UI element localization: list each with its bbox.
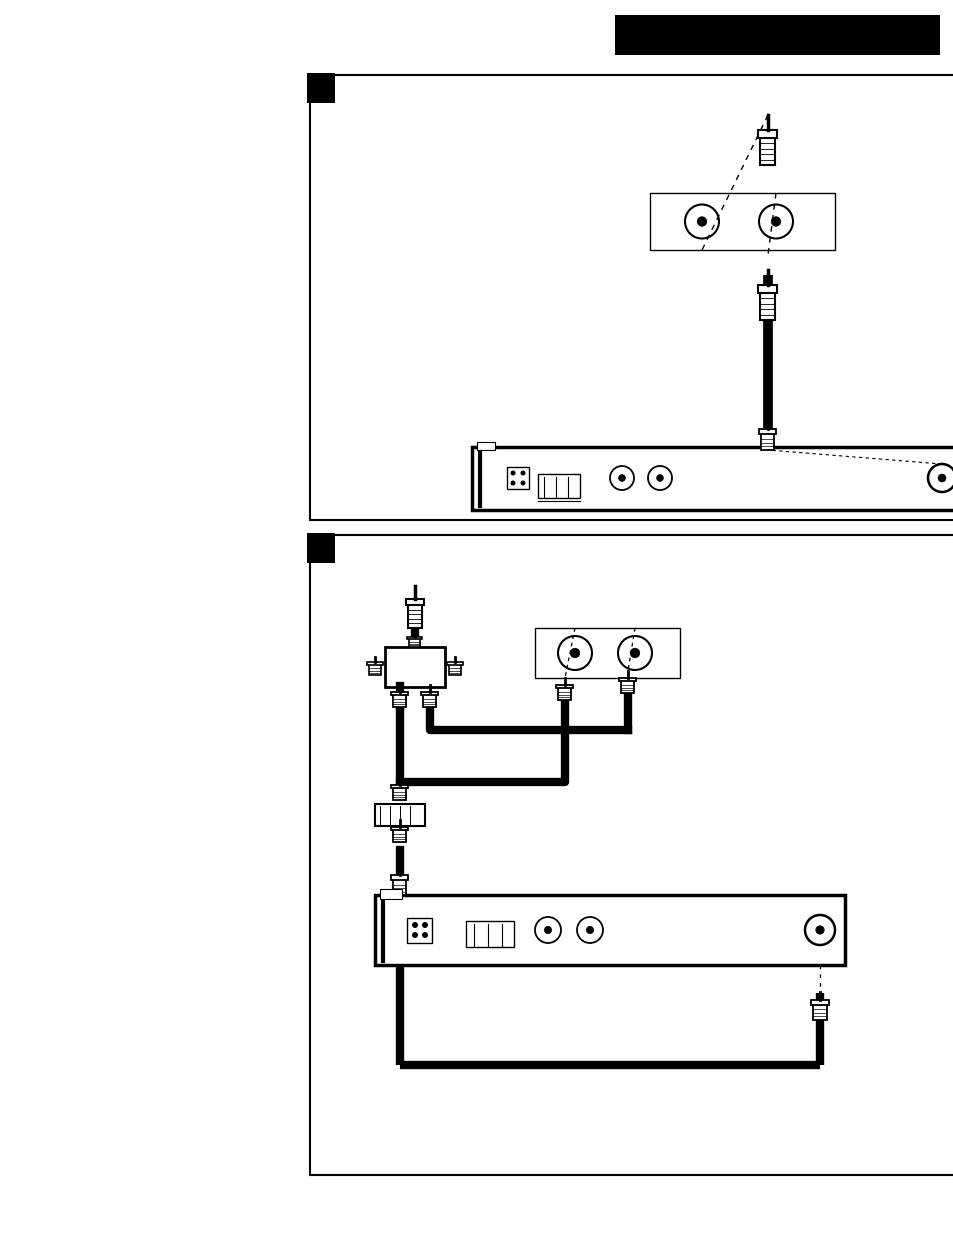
- Circle shape: [759, 205, 792, 238]
- Circle shape: [618, 474, 625, 482]
- Bar: [375, 804, 424, 826]
- Bar: [620, 679, 634, 693]
- Bar: [476, 442, 495, 450]
- Bar: [760, 431, 774, 450]
- Bar: [472, 447, 953, 510]
- Bar: [558, 685, 571, 700]
- Circle shape: [558, 636, 592, 671]
- Circle shape: [770, 216, 780, 226]
- Bar: [506, 467, 529, 489]
- Bar: [758, 130, 777, 137]
- Circle shape: [535, 918, 560, 944]
- Circle shape: [609, 466, 634, 490]
- Bar: [375, 895, 844, 965]
- Bar: [310, 535, 953, 1174]
- Bar: [408, 600, 421, 629]
- Circle shape: [421, 923, 428, 927]
- Bar: [423, 693, 436, 706]
- Bar: [406, 599, 423, 605]
- Bar: [379, 889, 401, 899]
- Bar: [391, 826, 408, 830]
- Circle shape: [570, 648, 579, 658]
- Bar: [393, 693, 406, 706]
- Circle shape: [510, 471, 515, 475]
- Circle shape: [618, 636, 651, 671]
- Circle shape: [421, 932, 428, 939]
- Bar: [812, 1002, 826, 1020]
- Circle shape: [937, 474, 945, 482]
- Circle shape: [927, 464, 953, 492]
- Circle shape: [510, 480, 515, 485]
- Circle shape: [520, 471, 525, 475]
- Bar: [618, 678, 636, 680]
- Bar: [391, 692, 408, 695]
- Circle shape: [815, 926, 823, 934]
- Circle shape: [804, 915, 834, 945]
- Bar: [758, 285, 777, 293]
- Bar: [449, 663, 460, 676]
- Circle shape: [647, 466, 671, 490]
- Bar: [447, 662, 462, 666]
- Circle shape: [697, 216, 706, 226]
- Bar: [369, 663, 380, 676]
- Text: B: B: [315, 572, 325, 584]
- Bar: [810, 1000, 828, 1004]
- Bar: [407, 918, 432, 942]
- Circle shape: [412, 923, 417, 927]
- Bar: [556, 684, 573, 688]
- Bar: [393, 827, 406, 842]
- Bar: [465, 921, 514, 947]
- Bar: [310, 75, 953, 520]
- Circle shape: [412, 932, 417, 939]
- Bar: [760, 288, 775, 320]
- Bar: [615, 15, 939, 56]
- Bar: [393, 785, 406, 800]
- Circle shape: [630, 648, 639, 658]
- Bar: [421, 692, 438, 695]
- Bar: [307, 534, 335, 563]
- Bar: [385, 647, 444, 687]
- Bar: [759, 429, 776, 433]
- Bar: [391, 876, 408, 879]
- Circle shape: [586, 926, 593, 934]
- Bar: [367, 662, 382, 666]
- Circle shape: [684, 205, 719, 238]
- Text: A: A: [315, 111, 326, 125]
- Bar: [407, 637, 422, 640]
- Bar: [649, 193, 834, 249]
- Bar: [393, 877, 406, 895]
- Bar: [391, 784, 408, 788]
- Bar: [537, 474, 579, 498]
- Bar: [409, 638, 420, 647]
- Bar: [535, 629, 679, 678]
- Circle shape: [544, 926, 551, 934]
- Circle shape: [520, 480, 525, 485]
- Bar: [307, 73, 335, 103]
- Circle shape: [577, 918, 602, 944]
- Circle shape: [656, 474, 662, 482]
- Bar: [760, 132, 775, 165]
